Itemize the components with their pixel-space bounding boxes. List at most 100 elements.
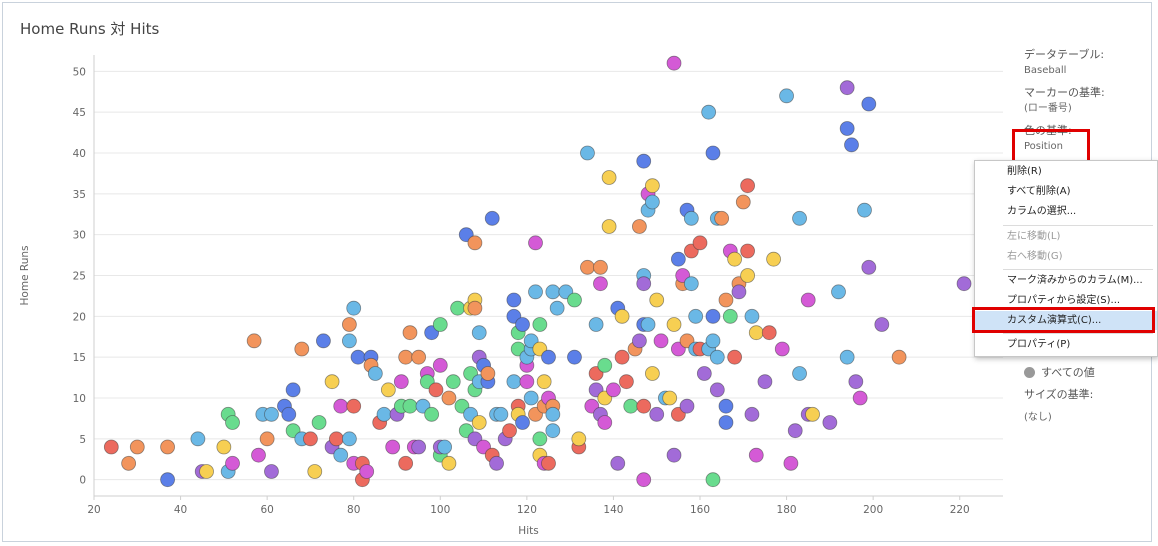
data-point[interactable] (580, 259, 595, 275)
data-point[interactable] (683, 276, 699, 292)
data-point[interactable] (705, 333, 721, 349)
data-point[interactable] (333, 398, 349, 414)
data-point[interactable] (727, 251, 743, 267)
data-point[interactable] (467, 300, 483, 316)
data-point[interactable] (333, 447, 349, 463)
data-point[interactable] (740, 243, 756, 259)
data-point[interactable] (376, 406, 392, 422)
data-point[interactable] (385, 439, 401, 455)
data-point[interactable] (450, 300, 466, 316)
data-point[interactable] (225, 455, 240, 471)
menu-item-custom-expression[interactable]: カスタム演算式(C)... (975, 311, 1157, 330)
data-point[interactable] (281, 406, 297, 422)
data-point[interactable] (346, 398, 362, 414)
data-point[interactable] (623, 398, 639, 414)
data-point[interactable] (792, 210, 807, 226)
legend-marker-value[interactable]: (ロー番号) (1024, 103, 1072, 114)
menu-item-select-column[interactable]: カラムの選択... (1007, 206, 1077, 217)
data-point[interactable] (346, 300, 362, 316)
data-point[interactable] (839, 80, 855, 96)
data-point[interactable] (398, 455, 414, 471)
data-point[interactable] (636, 472, 652, 488)
data-point[interactable] (597, 357, 613, 373)
data-point[interactable] (597, 415, 613, 430)
menu-item-delete[interactable]: 削除(R) (1007, 166, 1042, 177)
data-point[interactable] (692, 235, 708, 251)
data-point[interactable] (766, 251, 781, 267)
menu-item-move-left[interactable]: 左に移動(L) (1007, 231, 1061, 242)
data-point[interactable] (160, 472, 175, 488)
data-point[interactable] (610, 455, 626, 471)
data-point[interactable] (445, 374, 461, 390)
data-point[interactable] (411, 349, 427, 365)
data-point[interactable] (251, 447, 266, 463)
data-point[interactable] (402, 398, 418, 414)
data-point[interactable] (649, 292, 665, 308)
data-point[interactable] (380, 382, 396, 398)
legend-datatable-value[interactable]: Baseball (1024, 65, 1067, 76)
data-point[interactable] (571, 431, 587, 447)
data-point[interactable] (103, 439, 119, 455)
data-point[interactable] (606, 382, 621, 398)
data-point[interactable] (649, 406, 665, 422)
data-point[interactable] (670, 251, 686, 267)
data-point[interactable] (727, 349, 743, 365)
data-point[interactable] (748, 325, 764, 341)
data-point[interactable] (709, 349, 725, 365)
data-point[interactable] (614, 308, 630, 324)
data-point[interactable] (705, 145, 721, 161)
data-point[interactable] (441, 390, 457, 406)
data-point[interactable] (259, 431, 275, 447)
data-point[interactable] (696, 366, 712, 381)
data-point[interactable] (588, 317, 604, 332)
data-point[interactable] (679, 398, 695, 414)
data-point[interactable] (398, 349, 414, 365)
data-point[interactable] (666, 55, 682, 71)
data-point[interactable] (857, 202, 872, 218)
data-point[interactable] (467, 235, 483, 251)
data-point[interactable] (471, 325, 487, 341)
data-point[interactable] (688, 308, 704, 324)
data-point[interactable] (644, 178, 660, 194)
data-point[interactable] (367, 366, 383, 381)
data-point[interactable] (800, 292, 816, 308)
data-point[interactable] (311, 415, 327, 430)
menu-item-move-right[interactable]: 右へ移動(G) (1007, 251, 1063, 262)
legend-size-value[interactable]: (なし) (1024, 412, 1052, 423)
data-point[interactable] (441, 455, 457, 471)
data-point[interactable] (666, 447, 682, 463)
menu-item-column-from-marked[interactable]: マーク済みからのカラム(M)... (1007, 275, 1143, 286)
data-point[interactable] (350, 349, 366, 365)
data-point[interactable] (744, 308, 760, 324)
legend-color-value[interactable]: Position (1024, 141, 1063, 152)
data-point[interactable] (541, 349, 556, 365)
data-point[interactable] (779, 88, 794, 104)
data-point[interactable] (294, 341, 310, 357)
data-point[interactable] (601, 219, 617, 234)
data-point[interactable] (709, 382, 725, 398)
data-point[interactable] (424, 406, 440, 422)
data-point[interactable] (480, 366, 496, 381)
data-point[interactable] (545, 406, 561, 422)
data-point[interactable] (636, 276, 652, 292)
data-point[interactable] (653, 333, 669, 349)
data-point[interactable] (844, 137, 859, 153)
data-point[interactable] (303, 431, 318, 447)
data-point[interactable] (506, 374, 522, 390)
data-point[interactable] (471, 415, 487, 430)
data-point[interactable] (705, 308, 721, 324)
data-point[interactable] (666, 317, 682, 332)
data-point[interactable] (523, 390, 539, 406)
data-point[interactable] (519, 374, 535, 390)
data-point[interactable] (861, 96, 877, 112)
data-point[interactable] (532, 317, 548, 332)
data-point[interactable] (506, 292, 522, 308)
data-point[interactable] (264, 464, 279, 479)
data-point[interactable] (662, 390, 678, 406)
data-point[interactable] (636, 398, 652, 414)
data-point[interactable] (328, 431, 344, 447)
data-point[interactable] (714, 210, 730, 226)
data-point[interactable] (549, 300, 565, 316)
data-point[interactable] (683, 210, 699, 226)
